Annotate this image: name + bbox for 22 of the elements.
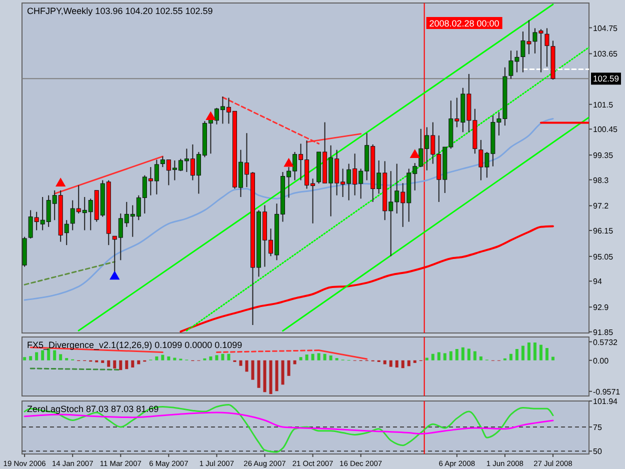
y-tick-label: 75	[593, 422, 602, 432]
y-tick-label: 91.85	[593, 328, 614, 337]
y-tick-label: 0.5732	[593, 338, 618, 347]
y-tick-label: 0.00	[593, 356, 610, 366]
y-tick-label: 101.5	[593, 100, 614, 110]
y-tick-label: 103.65	[593, 50, 618, 59]
chart-title: CHFJPY,Weekly 103.96 104.20 102.55 102.59	[27, 6, 213, 16]
y-tick-label: 92.9	[593, 303, 610, 312]
ref-line-label: 2008.02.28 00:00	[429, 18, 500, 28]
chart-title: FX5_Divergence_v2.1(12,26,9) 0.1099 0.0000 0.1099	[27, 340, 242, 350]
y-tick-label: 104.75	[593, 24, 618, 33]
y-tick-label: 94	[593, 277, 602, 286]
y-tick-label: 96.15	[593, 226, 614, 236]
y-tick-label: 98.3	[593, 176, 610, 185]
y-tick-label: 99.35	[593, 151, 614, 160]
y-tick-label: 100.45	[593, 125, 618, 134]
y-tick-label: 97.2	[593, 202, 610, 211]
ref-line-label: 102.59	[593, 74, 620, 84]
y-tick-label: 95.05	[593, 252, 614, 262]
y-tick-label: 50	[593, 447, 602, 456]
y-tick-label: 101.94	[593, 397, 618, 406]
y-tick-label: -0.9571	[593, 387, 621, 396]
